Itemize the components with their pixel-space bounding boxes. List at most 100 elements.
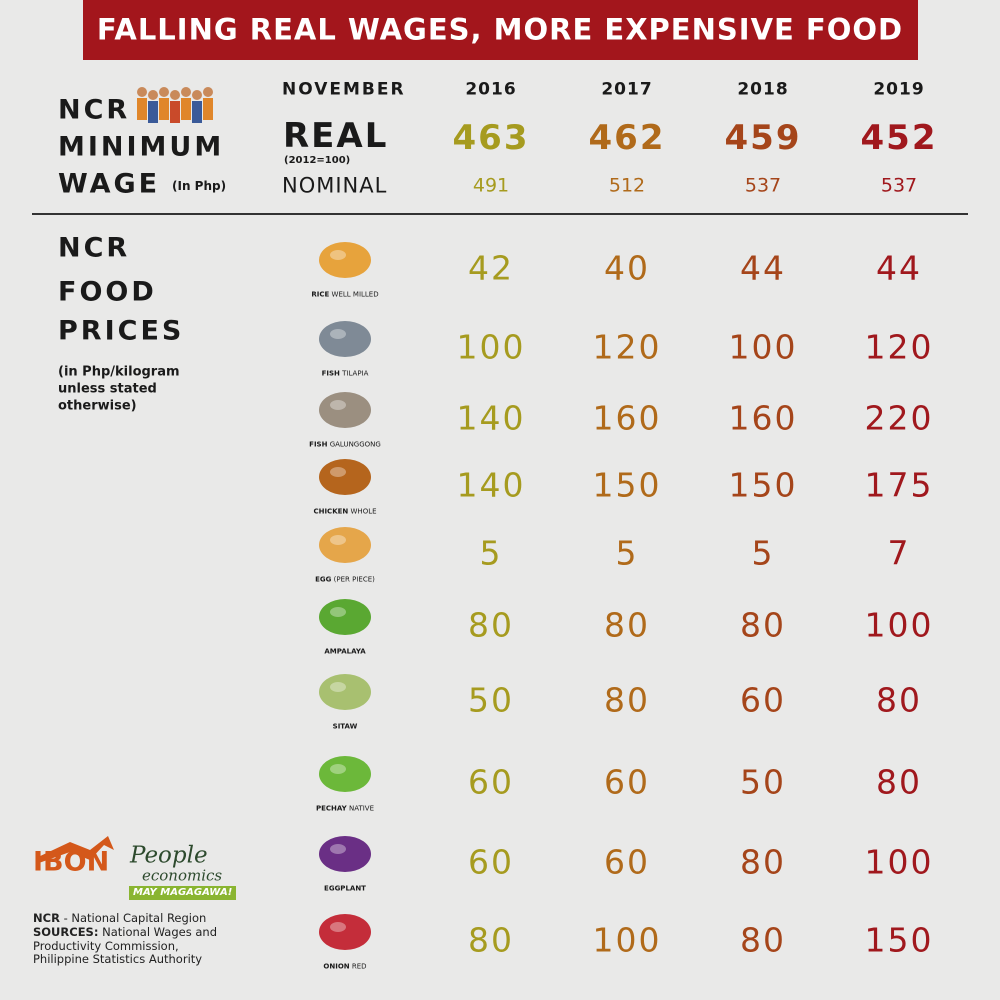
icon-part: [319, 527, 371, 563]
icon-part: [330, 764, 346, 774]
item-name: AMPALAYA: [324, 647, 366, 656]
price: 80: [740, 842, 786, 882]
divider: [32, 213, 968, 215]
item-name: PECHAY: [315, 804, 347, 813]
price: 100: [864, 842, 934, 882]
icon-part: [330, 535, 346, 545]
wage-label: WAGE: [58, 168, 161, 200]
icon-part: [148, 90, 158, 100]
item-label: EGGPLANT: [324, 884, 366, 893]
price: 80: [740, 920, 786, 960]
nominal-label: NOMINAL: [282, 173, 388, 198]
icon-part: [137, 87, 147, 97]
wage-label: MINIMUM: [58, 131, 225, 163]
icon-part: [319, 756, 371, 792]
real-label: REAL: [283, 116, 389, 156]
icon-part: [148, 101, 158, 123]
icon-part: [159, 87, 169, 97]
price: 7: [887, 533, 911, 573]
real-wage: 459: [724, 118, 802, 158]
year-header: 2017: [601, 79, 653, 100]
icon-part: [170, 90, 180, 100]
real-wage: 452: [860, 118, 938, 158]
price: 120: [864, 327, 934, 367]
icon-part: [319, 836, 371, 872]
nominal-wage: 537: [880, 174, 918, 197]
icon-part: [137, 98, 147, 120]
icon-part: [330, 607, 346, 617]
year-header: 2018: [737, 79, 789, 100]
logo-tagline: MAY MAGAGAWA!: [129, 886, 237, 900]
item-name: FISH: [321, 369, 340, 378]
price: 120: [592, 327, 662, 367]
icon-part: [170, 101, 180, 123]
item-name: RICE: [311, 290, 330, 299]
logo-org: IBON: [33, 846, 110, 878]
footer-abbrev: NCR: [33, 911, 60, 925]
icon-part: [36, 836, 114, 864]
icon-part: [181, 87, 191, 97]
price: 80: [604, 605, 650, 645]
footer-sources: National Wages and Productivity Commissi…: [33, 924, 218, 967]
item-detail: RED: [351, 962, 367, 971]
price: 150: [864, 920, 934, 960]
price: 80: [468, 605, 514, 645]
price: 60: [468, 842, 514, 882]
price: 140: [456, 398, 526, 438]
item-detail: WHOLE: [350, 507, 377, 516]
nominal-wage: 537: [744, 174, 782, 197]
item-label: ONION RED: [323, 962, 367, 971]
price: 100: [728, 327, 798, 367]
item-label: SITAW: [332, 722, 358, 731]
item-detail: GALUNGGONG: [329, 440, 381, 449]
icon-part: [330, 844, 346, 854]
price: 60: [468, 762, 514, 802]
wage-unit: (In Php): [172, 179, 227, 193]
price: 100: [592, 920, 662, 960]
price: 50: [468, 680, 514, 720]
icon-part: [181, 98, 191, 120]
price: 42: [468, 248, 514, 288]
price: 80: [604, 680, 650, 720]
price: 80: [468, 920, 514, 960]
icon-part: [330, 922, 346, 932]
icon-part: [330, 682, 346, 692]
item-name: FISH: [309, 440, 328, 449]
nominal-wage: 512: [608, 174, 646, 197]
icon-part: [319, 392, 371, 428]
food-label: NCR: [58, 232, 131, 264]
price: 140: [456, 465, 526, 505]
price: 80: [740, 605, 786, 645]
wage-label: NCR: [58, 94, 131, 126]
price: 5: [479, 533, 503, 573]
icon-part: [330, 250, 346, 260]
icon-part: [319, 242, 371, 278]
item-name: SITAW: [332, 722, 358, 731]
food-label: FOOD: [58, 276, 157, 308]
price: 5: [615, 533, 639, 573]
price: 100: [864, 605, 934, 645]
item-detail: TILAPIA: [342, 369, 369, 378]
real-wage: 462: [588, 118, 666, 158]
price: 60: [604, 842, 650, 882]
footer-sources-label: SOURCES:: [33, 924, 99, 939]
real-base: (2012=100): [284, 155, 351, 166]
icon-part: [203, 87, 213, 97]
icon-part: [319, 459, 371, 495]
item-label: PECHAY NATIVE: [315, 804, 374, 813]
price: 5: [751, 533, 775, 573]
year-header: 2019: [873, 79, 925, 100]
logo-brand: People: [130, 842, 208, 869]
footer: NCR - National Capital Region SOURCES: Na…: [33, 911, 233, 967]
item-label: FISH TILAPIA: [321, 369, 369, 378]
price: 60: [604, 762, 650, 802]
item-name: EGGPLANT: [324, 884, 366, 893]
logo-brand: economics: [142, 866, 223, 885]
price: 44: [740, 248, 786, 288]
icon-part: [319, 674, 371, 710]
price: 160: [592, 398, 662, 438]
item-label: RICE WELL MILLED: [311, 290, 378, 299]
price: 175: [864, 465, 934, 505]
price: 150: [728, 465, 798, 505]
